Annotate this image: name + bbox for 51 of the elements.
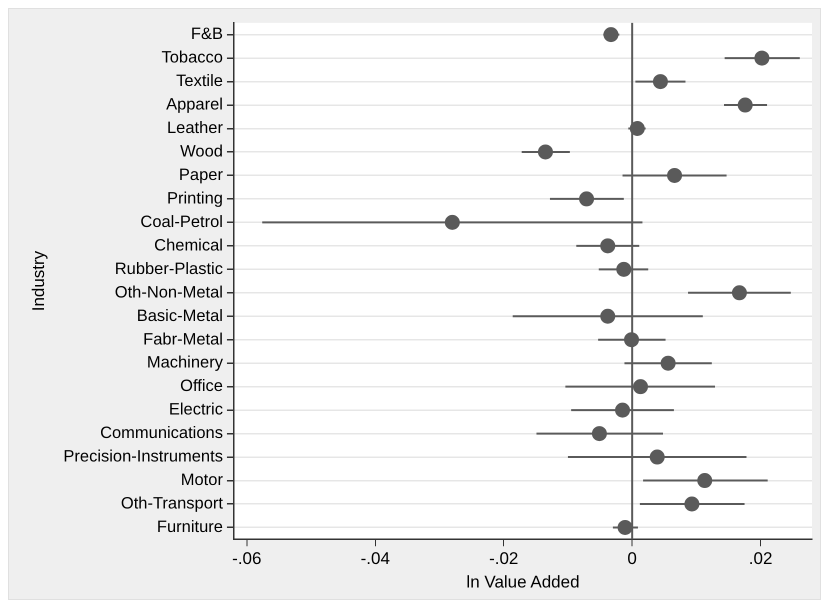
point <box>592 426 607 442</box>
y-tick-label: Fabr-Metal <box>143 330 223 348</box>
x-tick-label: 0 <box>627 549 637 568</box>
point <box>618 520 633 535</box>
point <box>616 262 632 277</box>
y-tick-label: Rubber-Plastic <box>114 260 223 278</box>
point <box>660 356 676 371</box>
point <box>624 332 640 348</box>
y-tick-label: Tobacco <box>161 48 223 67</box>
point <box>630 121 645 136</box>
y-tick-label: F&B <box>190 25 223 44</box>
y-tick-label: Wood <box>180 142 223 161</box>
y-tick-label: Apparel <box>166 96 223 114</box>
point <box>600 308 616 324</box>
point <box>732 285 747 300</box>
point <box>579 191 594 206</box>
point <box>615 402 630 418</box>
y-tick-label: Basic-Metal <box>136 306 223 325</box>
x-tick-label: -.02 <box>489 549 518 568</box>
y-tick-label: Oth-Non-Metal <box>114 283 223 302</box>
point <box>667 168 682 183</box>
y-tick-label: Textile <box>176 72 223 90</box>
point <box>652 74 668 90</box>
y-axis-title: Industry <box>28 250 48 312</box>
y-tick-label: Chemical <box>154 236 223 254</box>
y-tick-label: Motor <box>180 471 224 490</box>
point <box>538 144 553 160</box>
y-tick-label: Coal-Petrol <box>140 212 223 231</box>
point <box>600 238 616 254</box>
x-axis-title: ln Value Added <box>466 572 580 592</box>
y-tick-label: Oth-Transport <box>120 494 224 513</box>
y-tick-label: Communications <box>100 424 223 442</box>
point <box>684 496 700 512</box>
point <box>603 27 618 42</box>
y-tick-label: Office <box>180 377 223 396</box>
point <box>738 98 753 113</box>
y-tick-label: Machinery <box>146 354 224 372</box>
point <box>754 50 770 66</box>
y-tick-label: Printing <box>167 189 223 208</box>
point <box>697 473 712 488</box>
point <box>444 214 460 230</box>
x-tick-label: -.04 <box>360 549 390 568</box>
point <box>650 450 665 465</box>
x-tick-label: .02 <box>748 549 772 568</box>
y-tick-label: Furniture <box>156 518 223 536</box>
y-tick-label: Leather <box>166 119 224 138</box>
x-tick-label: -.06 <box>232 549 262 568</box>
y-tick-label: Paper <box>178 166 224 184</box>
point <box>633 379 648 394</box>
y-tick-label: Electric <box>168 400 223 419</box>
y-tick-label: Precision-Instruments <box>63 448 223 466</box>
